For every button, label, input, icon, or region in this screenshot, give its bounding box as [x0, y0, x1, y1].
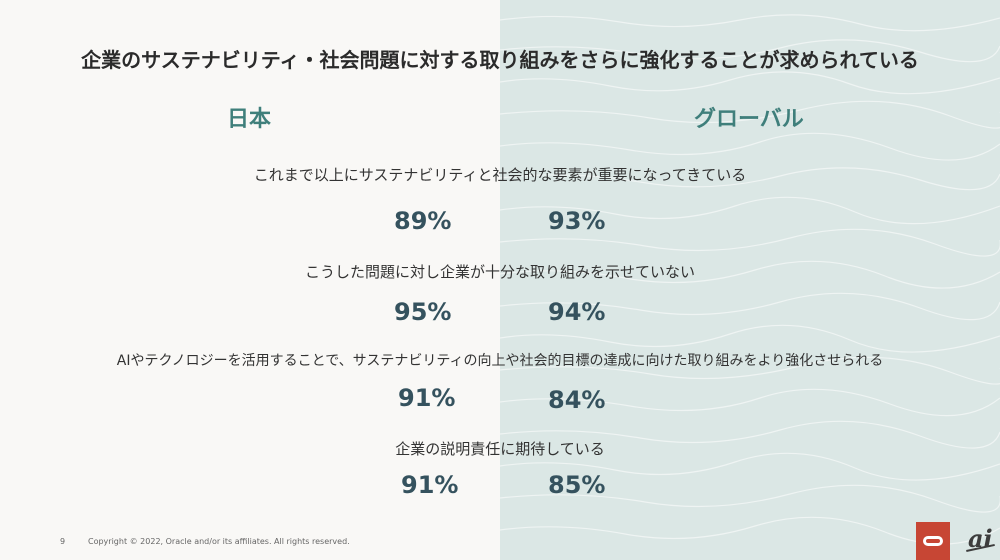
global-value-2: 94%: [548, 298, 606, 326]
column-heading-japan: 日本: [227, 107, 272, 132]
page-number: 9: [60, 537, 66, 546]
ai-logo-icon: ai: [968, 524, 993, 553]
oracle-logo-icon: [916, 522, 950, 560]
global-value-4: 85%: [548, 471, 606, 499]
copyright-text: Copyright © 2022, Oracle and/or its affi…: [88, 537, 350, 546]
japan-value-1: 89%: [394, 207, 452, 235]
global-value-1: 93%: [548, 207, 606, 235]
column-heading-global: グローバル: [694, 107, 804, 132]
survey-question-2: こうした問題に対し企業が十分な取り組みを示せていない: [304, 263, 695, 281]
survey-question-4: 企業の説明責任に期待している: [395, 440, 605, 458]
japan-value-4: 91%: [401, 471, 459, 499]
survey-question-3: AIやテクノロジーを活用することで、サステナビリティの向上や社会的目標の達成に向…: [116, 353, 884, 369]
japan-value-2: 95%: [394, 298, 452, 326]
survey-question-1: これまで以上にサステナビリティと社会的な要素が重要になってきている: [253, 166, 747, 184]
wave-background-panel: [500, 0, 1000, 560]
slide-title: 企業のサステナビリティ・社会問題に対する取り組みをさらに強化することが求められて…: [81, 48, 919, 72]
global-value-3: 84%: [548, 386, 606, 414]
wave-pattern: [500, 14, 1000, 545]
japan-value-3: 91%: [398, 384, 456, 412]
